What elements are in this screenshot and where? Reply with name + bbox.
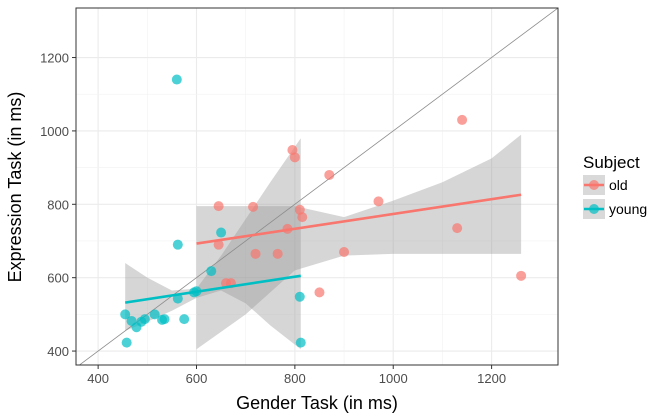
x-axis-ticks: 400 600 800 1000 1200 bbox=[87, 365, 506, 386]
data-point-young bbox=[294, 291, 305, 302]
data-point-old bbox=[272, 248, 283, 259]
x-tick-label: 1200 bbox=[477, 371, 506, 386]
x-tick-label: 600 bbox=[186, 371, 208, 386]
x-tick-label: 400 bbox=[87, 371, 109, 386]
data-point-young bbox=[121, 337, 132, 348]
data-point-old bbox=[324, 169, 335, 180]
legend-title: Subject bbox=[583, 153, 640, 172]
data-point-old bbox=[297, 212, 308, 223]
y-tick-label: 800 bbox=[47, 197, 69, 212]
data-point-old bbox=[457, 114, 468, 125]
data-point-young bbox=[206, 266, 217, 277]
data-point-young bbox=[179, 314, 190, 325]
data-point-young bbox=[159, 314, 170, 325]
data-point-young bbox=[171, 74, 182, 85]
data-point-young bbox=[149, 309, 160, 320]
regression-line-old bbox=[196, 193, 522, 245]
data-point-old bbox=[213, 201, 224, 212]
data-point-old bbox=[452, 223, 463, 234]
data-point-old bbox=[314, 287, 325, 298]
y-tick-label: 1200 bbox=[40, 51, 69, 66]
data-point-young bbox=[172, 239, 183, 250]
y-axis-ticks: 400 600 800 1000 1200 bbox=[40, 51, 76, 359]
identity-line-layer bbox=[78, 8, 558, 365]
data-point-old bbox=[289, 152, 300, 163]
regression-line-young bbox=[124, 274, 301, 304]
x-tick-label: 800 bbox=[284, 371, 306, 386]
data-point-old bbox=[373, 196, 384, 207]
data-point-old bbox=[516, 270, 527, 281]
legend-label-old: old bbox=[609, 177, 628, 193]
data-point-young bbox=[139, 314, 150, 325]
panel-border bbox=[75, 7, 559, 366]
data-point-old bbox=[339, 246, 350, 257]
y-tick-label: 1000 bbox=[40, 124, 69, 139]
y-tick-label: 600 bbox=[47, 271, 69, 286]
identity-line bbox=[78, 8, 558, 365]
data-point-young bbox=[216, 227, 227, 238]
data-point-old bbox=[213, 239, 224, 250]
regression-lines bbox=[124, 193, 522, 304]
legend: Subject old young bbox=[583, 153, 647, 219]
data-point-young bbox=[295, 337, 306, 348]
legend-key-young-marker bbox=[589, 204, 599, 214]
data-points bbox=[120, 74, 527, 348]
x-axis-title: Gender Task (in ms) bbox=[236, 393, 398, 413]
data-point-old bbox=[248, 201, 259, 212]
data-point-old bbox=[250, 248, 261, 259]
y-axis-title: Expression Task (in ms) bbox=[5, 92, 25, 283]
y-tick-label: 400 bbox=[47, 344, 69, 359]
confidence-band-old bbox=[196, 134, 522, 350]
x-tick-label: 1000 bbox=[379, 371, 408, 386]
legend-label-young: young bbox=[609, 201, 647, 217]
legend-key-old-marker bbox=[589, 180, 599, 190]
data-point-young bbox=[120, 309, 131, 320]
